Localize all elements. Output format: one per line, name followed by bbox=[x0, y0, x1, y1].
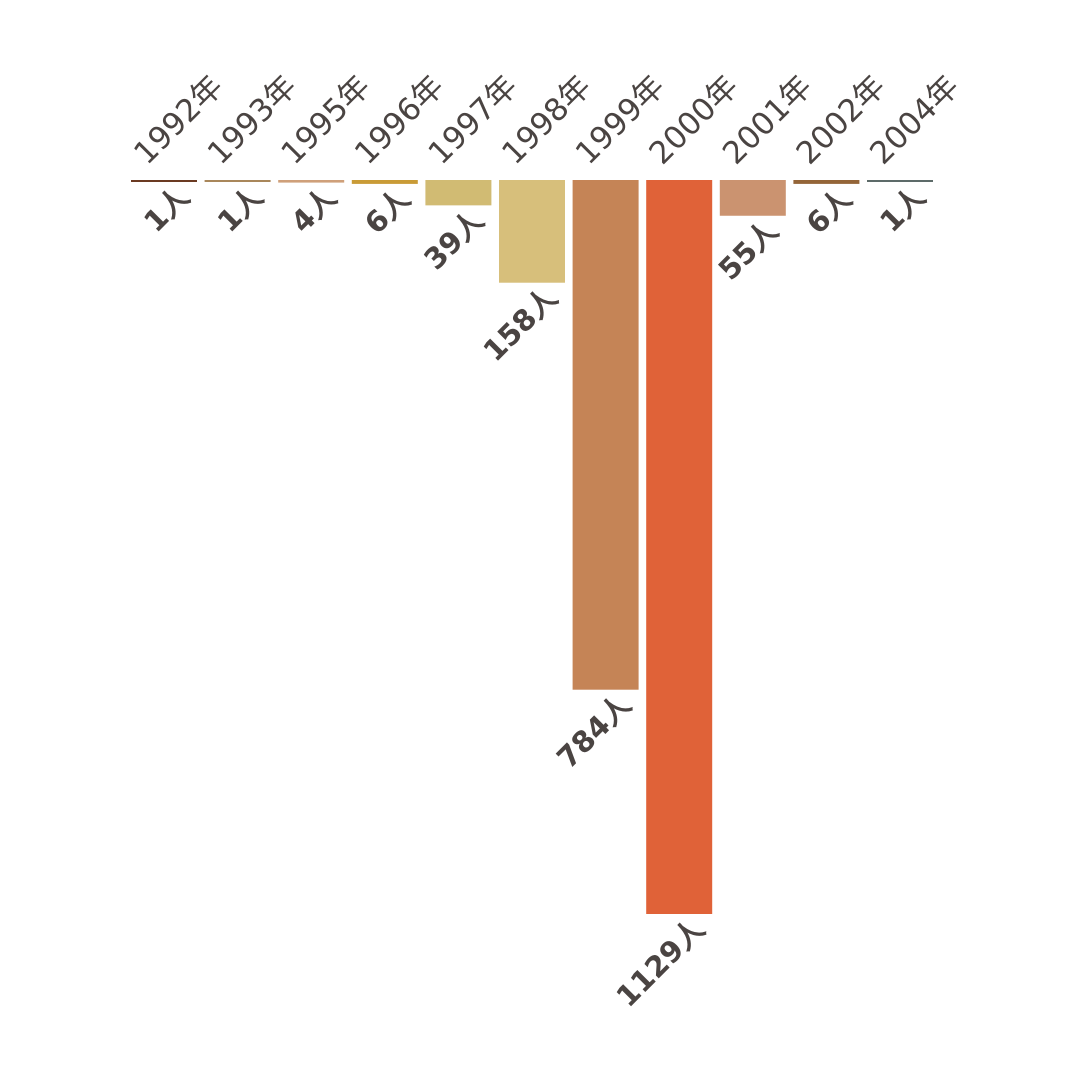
bar-8 bbox=[719, 180, 786, 216]
value-label-7: 1129人 bbox=[610, 912, 712, 1014]
value-label-9: 6人 bbox=[800, 182, 859, 241]
bar-5 bbox=[499, 180, 565, 283]
bars bbox=[131, 180, 933, 914]
value-label-4: 39人 bbox=[417, 203, 490, 276]
bar-10 bbox=[867, 180, 933, 182]
bar-6 bbox=[572, 180, 639, 690]
value-label-1: 1人 bbox=[211, 180, 270, 239]
value-label-0: 1人 bbox=[137, 180, 196, 239]
value-label-6: 784人 bbox=[550, 688, 637, 775]
bar-4 bbox=[425, 180, 492, 206]
bar-2 bbox=[278, 180, 345, 183]
bar-0 bbox=[131, 180, 197, 182]
value-label-10: 1人 bbox=[873, 180, 932, 239]
value-label-8: 55人 bbox=[712, 214, 785, 287]
value-label-3: 6人 bbox=[358, 182, 417, 241]
bar-1 bbox=[204, 180, 271, 182]
category-labels: 1992年1993年1995年1996年1997年1998年1999年2000年… bbox=[127, 68, 966, 171]
bar-7 bbox=[646, 180, 713, 914]
value-label-5: 158人 bbox=[477, 281, 564, 368]
bar-9 bbox=[793, 180, 860, 184]
bar-3 bbox=[351, 180, 418, 184]
value-label-2: 4人 bbox=[284, 181, 343, 240]
